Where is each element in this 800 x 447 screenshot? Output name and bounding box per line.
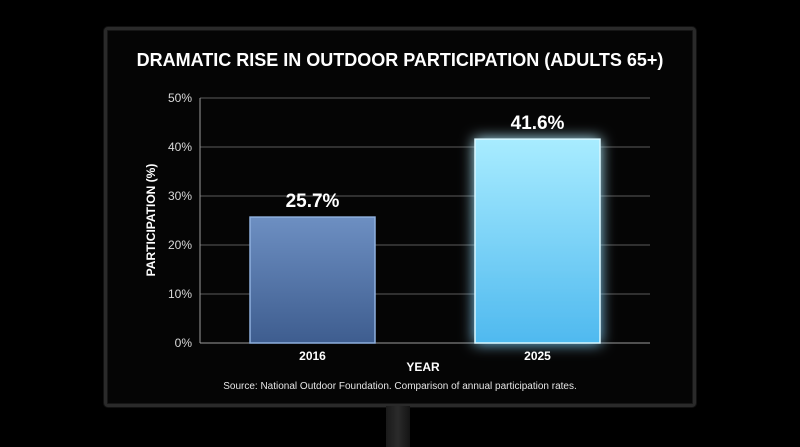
y-tick-label: 0% <box>175 336 193 350</box>
data-label-2025: 41.6% <box>511 113 565 134</box>
y-axis-ticks: 0% 10% 20% 30% 40% 50% <box>168 91 192 350</box>
y-tick-label: 30% <box>168 189 192 203</box>
source-note: Source: National Outdoor Foundation. Com… <box>223 381 577 392</box>
data-labels: 25.7% 41.6% <box>286 113 565 212</box>
x-tick-label-2016: 2016 <box>299 349 326 363</box>
y-tick-label: 10% <box>168 287 192 301</box>
y-axis-label: PARTICIPATION (%) <box>144 164 158 277</box>
x-axis-ticks: 2016 2025 <box>299 349 551 363</box>
y-tick-label: 50% <box>168 91 192 105</box>
bars <box>249 138 601 344</box>
monitor-stand <box>386 406 410 447</box>
x-axis-label: YEAR <box>406 360 440 374</box>
data-label-2016: 25.7% <box>286 191 340 212</box>
y-tick-label: 40% <box>168 140 192 154</box>
chart-title: DRAMATIC RISE IN OUTDOOR PARTICIPATION (… <box>137 50 664 70</box>
x-tick-label-2025: 2025 <box>524 349 551 363</box>
bar-2016 <box>249 216 376 344</box>
y-tick-label: 20% <box>168 238 192 252</box>
bar-2025 <box>474 138 601 344</box>
